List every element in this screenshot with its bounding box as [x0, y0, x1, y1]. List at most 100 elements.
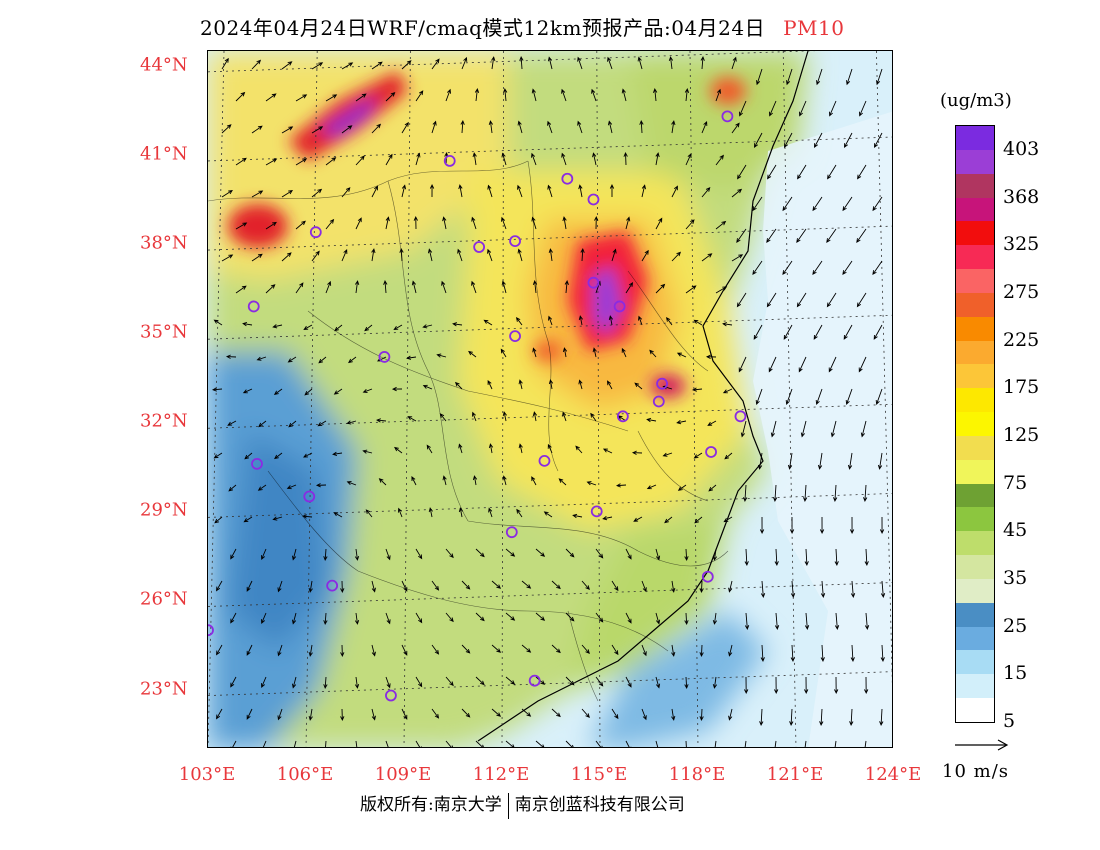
latitude-gridline [208, 225, 892, 251]
longitude-gridline [501, 51, 504, 747]
lat-label: 38°N [140, 232, 188, 254]
wind-vector [265, 221, 277, 230]
wind-vector [281, 190, 294, 198]
lon-label: 103°E [178, 764, 236, 785]
wind-vector [577, 56, 583, 70]
wind-vector [391, 386, 403, 392]
colorbar-level-label: 403 [1003, 137, 1040, 160]
wind-vector [561, 88, 567, 102]
wind-vector [281, 252, 292, 262]
wind-vector [383, 280, 388, 294]
wind-vector [471, 216, 477, 230]
wind-vector [230, 612, 237, 624]
wind-vector [655, 152, 660, 166]
wind-vector [815, 388, 823, 406]
wind-vector [246, 644, 253, 656]
wind-vector [431, 708, 440, 719]
copyright-left: 版权所有:南京大学 [360, 795, 502, 815]
city-marker [378, 351, 391, 363]
wind-vector [505, 740, 515, 747]
wind-vector [685, 285, 697, 294]
city-marker [587, 276, 600, 289]
wind-vector [235, 285, 247, 294]
wind-vector [760, 580, 766, 598]
wind-vector [864, 676, 869, 695]
wind-vector [812, 260, 823, 276]
wind-vector [426, 444, 433, 454]
wind-vector [385, 548, 391, 561]
wind-vector [787, 452, 793, 470]
wind-vector [505, 676, 516, 685]
wind-vector [611, 580, 619, 592]
wind-vector [797, 164, 807, 180]
wind-vector [411, 476, 417, 486]
wind-vector [756, 68, 763, 86]
wind-vector [265, 284, 276, 294]
wind-vector [475, 740, 484, 747]
wind-vector [813, 324, 823, 340]
wind-vector [325, 94, 338, 102]
wind-vector [362, 388, 373, 393]
wind-vector [671, 185, 678, 198]
wind-vector [880, 644, 885, 663]
wind-vector [515, 316, 523, 326]
wind-vector [595, 548, 604, 559]
city-marker [587, 193, 600, 206]
wind-vector [371, 580, 376, 593]
wind-vector [625, 282, 634, 294]
wind-vector [311, 62, 324, 70]
wind-vector [789, 708, 794, 727]
wind-vector [676, 420, 687, 425]
colorbar-level-label: 5 [1003, 710, 1016, 732]
wind-vector [812, 196, 823, 212]
wind-vector [782, 260, 793, 276]
colorbar-segment [956, 316, 994, 342]
city-marker [701, 570, 714, 583]
lon-label: 115°E [570, 764, 628, 785]
wind-vector [325, 218, 335, 230]
wind-vector [728, 708, 733, 721]
colorbar-segment [956, 340, 994, 365]
wind-vector [833, 484, 838, 502]
wind-vector [468, 350, 477, 358]
wind-vector [595, 740, 603, 747]
wind-vector [699, 708, 704, 722]
wind-vector [221, 189, 233, 198]
lon-label: 124°E [864, 764, 922, 785]
wind-vector [671, 644, 676, 657]
wind-vector [769, 100, 777, 117]
wind-vector [693, 452, 703, 459]
wind-vector [341, 62, 354, 70]
wind-vector [693, 319, 703, 326]
wind-vector [251, 59, 262, 70]
wind-vector [261, 548, 267, 561]
wind-vector [708, 484, 717, 492]
wind-vector [399, 247, 404, 262]
wind-vector [634, 382, 643, 390]
colorbar-segment [956, 674, 994, 699]
wind-vector [723, 516, 733, 523]
wind-vector [816, 68, 823, 86]
wind-vector [699, 580, 704, 594]
wind-vector [798, 356, 807, 373]
wind-vector [385, 91, 396, 102]
colorbar-segment [956, 555, 994, 580]
wind-vector [281, 126, 294, 134]
longitude-gridline [782, 51, 797, 747]
wind-vector [431, 58, 440, 70]
wind-vector [784, 132, 793, 149]
wind-vector [757, 452, 763, 470]
wind-vector [551, 708, 561, 718]
wind-vector [646, 484, 657, 490]
wind-vector [872, 196, 883, 212]
wind-vector [759, 516, 765, 535]
wind-vector [701, 187, 711, 198]
city-marker [509, 235, 521, 247]
wind-vector [803, 484, 808, 502]
wind-vector [843, 324, 853, 340]
wind-vector [796, 228, 807, 243]
wind-vector [472, 475, 478, 486]
wind-vector [712, 548, 718, 561]
wind-vector [256, 356, 267, 361]
wind-vector [385, 740, 389, 747]
